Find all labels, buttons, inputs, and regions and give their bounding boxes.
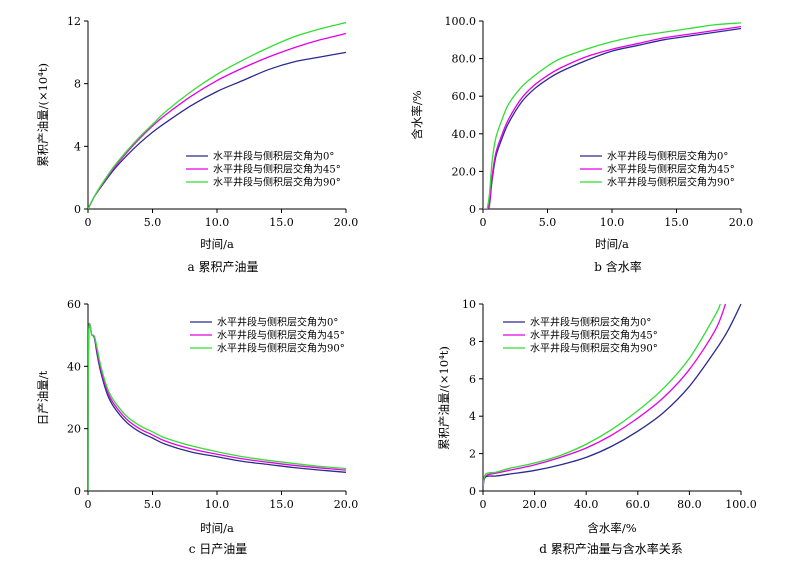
legend-label: 水平井段与侧积层交角为0°: [213, 150, 334, 163]
chart-panel-b: 0 5.0 10.0 15.0 20.0 0 20.0 40.0 60.0 80.0 100.0 时间…: [410, 15, 753, 274]
legend-label: 水平井段与侧积层交角为45°: [217, 329, 345, 342]
series-line-0: [483, 303, 742, 488]
legend-label: 水平井段与侧积层交角为90°: [530, 342, 658, 355]
y-axis-label: 累积产油量/(×10⁴t): [36, 63, 50, 167]
y-tick-label: 12: [67, 15, 81, 28]
y-axis-label: 含水率/%: [410, 90, 424, 139]
x-tick-label: 5.0: [144, 216, 162, 229]
legend-label: 水平井段与侧积层交角为90°: [213, 176, 341, 189]
x-axis-label: 含水率/%: [587, 521, 636, 535]
x-axis-label: 时间/a: [200, 237, 234, 251]
legend-label: 水平井段与侧积层交角为90°: [607, 176, 735, 189]
chart-caption: b 含水率: [594, 259, 642, 274]
y-tick-label: 2: [469, 448, 476, 461]
y-tick-label: 0: [469, 485, 476, 498]
y-tick-label: 0: [74, 203, 81, 216]
x-tick-label: 60.0: [626, 498, 651, 511]
y-axis-label: 日产油量/t: [36, 370, 50, 425]
y-tick-label: 0: [74, 485, 81, 498]
series-line-2: [483, 303, 721, 487]
y-tick-label: 4: [469, 410, 476, 423]
x-axis-label: 时间/a: [200, 521, 234, 535]
x-tick-label: 20.0: [522, 498, 547, 511]
chart-panel-a: 0 5.0 10.0 15.0 20.0 0 4 8 12 时间/a 累积产油量/(×10⁴t) a …: [36, 15, 358, 274]
x-tick-label: 10.0: [600, 216, 625, 229]
chart-caption: a 累积产油量: [188, 260, 259, 274]
series-line-2: [88, 21, 347, 209]
chart-panel-c: 0 5.0 10.0 15.0 20.0 0 20 40 60 时间/a 日产油量/t c 日产油量 水…: [36, 298, 358, 556]
x-tick-label: 5.0: [144, 498, 162, 511]
y-tick-label: 80.0: [452, 53, 477, 66]
x-axis-label: 时间/a: [595, 237, 629, 251]
x-tick-label: 40.0: [574, 498, 599, 511]
series-line-2: [483, 22, 742, 209]
legend-label: 水平井段与侧积层交角为45°: [607, 163, 735, 176]
series-line-2: [88, 323, 347, 491]
x-tick-label: 20.0: [334, 498, 359, 511]
y-tick-label: 4: [74, 140, 81, 153]
y-tick-label: 0: [469, 203, 476, 216]
x-tick-label: 10.0: [205, 216, 230, 229]
x-tick-label: 0: [480, 498, 487, 511]
y-tick-label: 20: [67, 423, 81, 436]
series-line-1: [483, 25, 742, 209]
chart-panel-d: 0 20.0 40.0 60.0 80.0 100.0 0 2 4 6 8 10 含水率/% 累积产油量/…: [437, 298, 757, 556]
y-tick-label: 100.0: [445, 15, 477, 28]
chart-caption: d 累积产油量与含水率关系: [539, 541, 683, 556]
legend-label: 水平井段与侧积层交角为0°: [530, 316, 651, 329]
legend-label: 水平井段与侧积层交角为90°: [217, 342, 345, 355]
x-tick-label: 15.0: [269, 216, 294, 229]
y-tick-label: 40: [67, 360, 81, 373]
x-tick-label: 10.0: [205, 498, 230, 511]
y-tick-label: 60: [67, 298, 81, 311]
x-tick-label: 100.0: [725, 498, 757, 511]
y-tick-label: 10: [462, 298, 476, 311]
x-tick-label: 15.0: [269, 498, 294, 511]
y-tick-label: 20.0: [452, 165, 477, 178]
y-tick-label: 60.0: [452, 90, 477, 103]
y-tick-label: 8: [469, 335, 476, 348]
x-tick-label: 20.0: [729, 216, 754, 229]
y-tick-label: 8: [74, 78, 81, 91]
legend-label: 水平井段与侧积层交角为0°: [217, 316, 338, 329]
series-line-1: [483, 303, 727, 488]
x-tick-label: 80.0: [677, 498, 702, 511]
x-tick-label: 20.0: [334, 216, 359, 229]
y-tick-label: 40.0: [452, 128, 477, 141]
x-tick-label: 5.0: [539, 216, 557, 229]
x-tick-label: 15.0: [664, 216, 689, 229]
x-tick-label: 0: [85, 216, 92, 229]
legend-label: 水平井段与侧积层交角为45°: [213, 163, 341, 176]
legend-label: 水平井段与侧积层交角为45°: [530, 329, 658, 342]
chart-caption: c 日产油量: [189, 542, 248, 556]
legend-label: 水平井段与侧积层交角为0°: [607, 150, 728, 163]
y-axis-label: 累积产油量/(×10⁴t): [437, 346, 451, 450]
x-tick-label: 0: [480, 216, 487, 229]
y-tick-label: 6: [469, 373, 476, 386]
x-tick-label: 0: [85, 498, 92, 511]
